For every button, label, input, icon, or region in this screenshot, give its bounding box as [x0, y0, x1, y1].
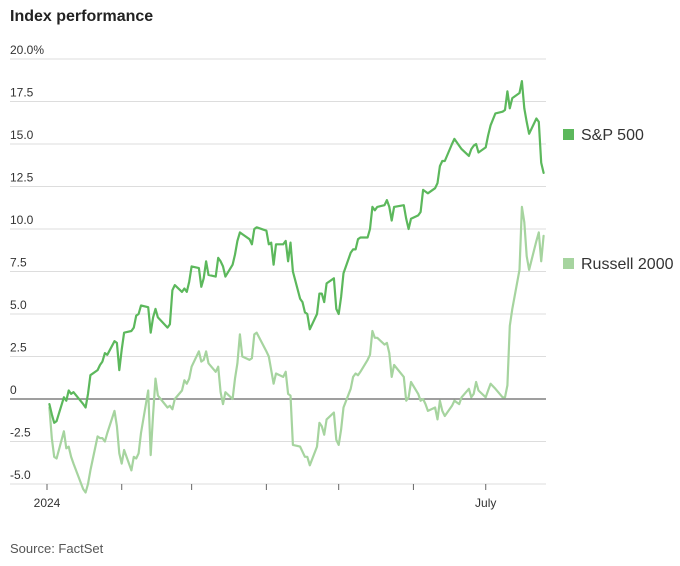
legend-swatch — [563, 258, 574, 269]
y-tick-label: 2.5 — [10, 341, 27, 355]
y-tick-label: -2.5 — [10, 426, 31, 440]
y-tick-label: -5.0 — [10, 468, 31, 482]
legend-label: S&P 500 — [581, 127, 644, 144]
series-lines — [48, 80, 545, 494]
y-tick-label: 12.5 — [10, 171, 34, 185]
y-tick-label: 7.5 — [10, 256, 27, 270]
series-line-s-p-500 — [48, 80, 545, 424]
y-tick-label: 17.5 — [10, 86, 34, 100]
x-axis-ticks: 2024 July — [34, 484, 496, 510]
series-line-russell-2000 — [48, 205, 545, 494]
gridlines — [10, 58, 546, 485]
y-tick-label: 20.0% — [10, 43, 44, 57]
y-axis-tick-labels: -5.0 -2.5 0 2.5 5.0 7.5 10.0 12.5 15.0 17.5 20.0% — [10, 43, 44, 482]
x-tick-label: July — [475, 496, 496, 510]
legend-label: Russell 2000 — [581, 256, 674, 273]
chart-title: Index performance — [10, 8, 154, 25]
y-tick-label: 15.0 — [10, 128, 34, 142]
legend: S&P 500 Russell 2000 — [563, 127, 674, 273]
source-note: Source: FactSet — [10, 541, 104, 556]
x-tick-label: 2024 — [34, 496, 61, 510]
y-tick-label: 10.0 — [10, 213, 34, 227]
y-tick-label: 0 — [10, 383, 17, 397]
legend-swatch — [563, 129, 574, 140]
y-tick-label: 5.0 — [10, 298, 27, 312]
